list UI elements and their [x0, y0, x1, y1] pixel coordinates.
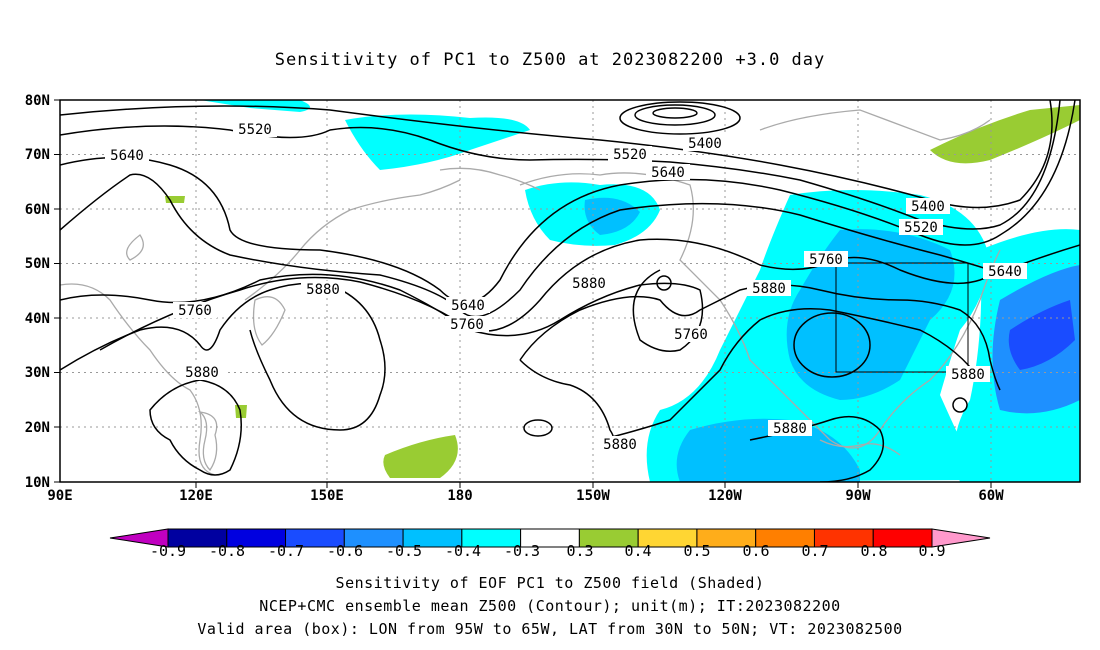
lat-label: 70N: [25, 147, 50, 163]
contour-label-group: 5520 5640 5400 5520 5640 5400 5520 5760 …: [105, 121, 1027, 453]
contour-label: 5880: [306, 282, 340, 298]
plot-frame: [59, 99, 1081, 483]
colorbar-label: -0.3: [504, 542, 540, 560]
lat-label: 40N: [25, 311, 50, 327]
lon-axis: 90E 120E 150E 180 150W 120W 90W 60W: [47, 482, 1004, 504]
lon-label: 90W: [845, 488, 871, 504]
lon-label: 90E: [47, 488, 72, 504]
shade-positive-greenland: [930, 105, 1080, 164]
contour-label: 5400: [911, 199, 945, 215]
contour-label: 5520: [238, 122, 272, 138]
colorbar-end-high: [931, 528, 991, 548]
shade-positive-pacific: [383, 435, 458, 478]
contour-label: 5640: [451, 298, 485, 314]
contour-label: 5760: [809, 252, 843, 268]
colorbar-label: -0.5: [386, 542, 422, 560]
contour-label: 5880: [572, 276, 606, 292]
contour-label: 5520: [613, 147, 647, 163]
contour-label: 5760: [178, 303, 212, 319]
contour-label: 5640: [651, 165, 685, 181]
shade-negative-canada-mid: [786, 229, 955, 400]
lat-label: 60N: [25, 202, 50, 218]
lon-label: 120E: [179, 488, 213, 504]
colorbar-label: -0.7: [268, 542, 304, 560]
contour-label: 5640: [988, 264, 1022, 280]
plot-title: Sensitivity of PC1 to Z500 at 2023082200…: [274, 50, 826, 70]
contour-label: 5760: [450, 317, 484, 333]
contour-label: 5400: [688, 136, 722, 152]
lon-label: 120W: [708, 488, 742, 504]
contour-label: 5880: [951, 367, 985, 383]
shade-negative-atlantic-core: [1008, 300, 1075, 370]
contour-label: 5880: [773, 421, 807, 437]
shade-positive-small: [235, 405, 247, 418]
colorbar-label: -0.6: [327, 542, 363, 560]
lat-axis: 80N 70N 60N 50N 40N 30N 20N 10N: [25, 93, 60, 491]
contour-label: 5880: [603, 437, 637, 453]
colorbar-label: -0.9: [150, 542, 186, 560]
contour-label: 5880: [185, 365, 219, 381]
colorbar-label: -0.8: [209, 542, 245, 560]
colorbar-label: 0.7: [801, 542, 828, 560]
contour-label: 5640: [110, 148, 144, 164]
colorbar-label: 0.5: [683, 542, 710, 560]
contour-label: 5880: [752, 281, 786, 297]
shade-negative-alaska-core: [584, 197, 640, 235]
lat-label: 50N: [25, 256, 50, 272]
valid-area-box: [835, 262, 969, 373]
lon-label: 180: [447, 488, 472, 504]
caption-contour: NCEP+CMC ensemble mean Z500 (Contour); u…: [259, 597, 841, 615]
colorbar-label: 0.4: [624, 542, 651, 560]
lon-label: 150W: [576, 488, 610, 504]
sensitivity-map: 5520 5640 5400 5520 5640 5400 5520 5760 …: [25, 93, 1081, 560]
lat-label: 30N: [25, 365, 50, 381]
colorbar: -0.9 -0.8 -0.7 -0.6 -0.5 -0.4 -0.3 0.3 0…: [109, 528, 991, 560]
colorbar-label: 0.6: [742, 542, 769, 560]
lon-label: 150E: [310, 488, 344, 504]
colorbar-label: -0.4: [445, 542, 481, 560]
contour-label: 5520: [904, 220, 938, 236]
caption-shading: Sensitivity of EOF PC1 to Z500 field (Sh…: [335, 574, 765, 592]
colorbar-label: 0.3: [566, 542, 593, 560]
lon-label: 60W: [978, 488, 1004, 504]
colorbar-label: 0.9: [918, 542, 945, 560]
contour-label: 5760: [674, 327, 708, 343]
lat-label: 80N: [25, 93, 50, 109]
lat-label: 10N: [25, 475, 50, 491]
caption-valid-area: Valid area (box): LON from 95W to 65W, L…: [197, 620, 903, 638]
shade-negative-gulf: [676, 418, 860, 482]
lat-label: 20N: [25, 420, 50, 436]
colorbar-label: 0.8: [860, 542, 887, 560]
colorbar-end-low: [109, 528, 169, 548]
